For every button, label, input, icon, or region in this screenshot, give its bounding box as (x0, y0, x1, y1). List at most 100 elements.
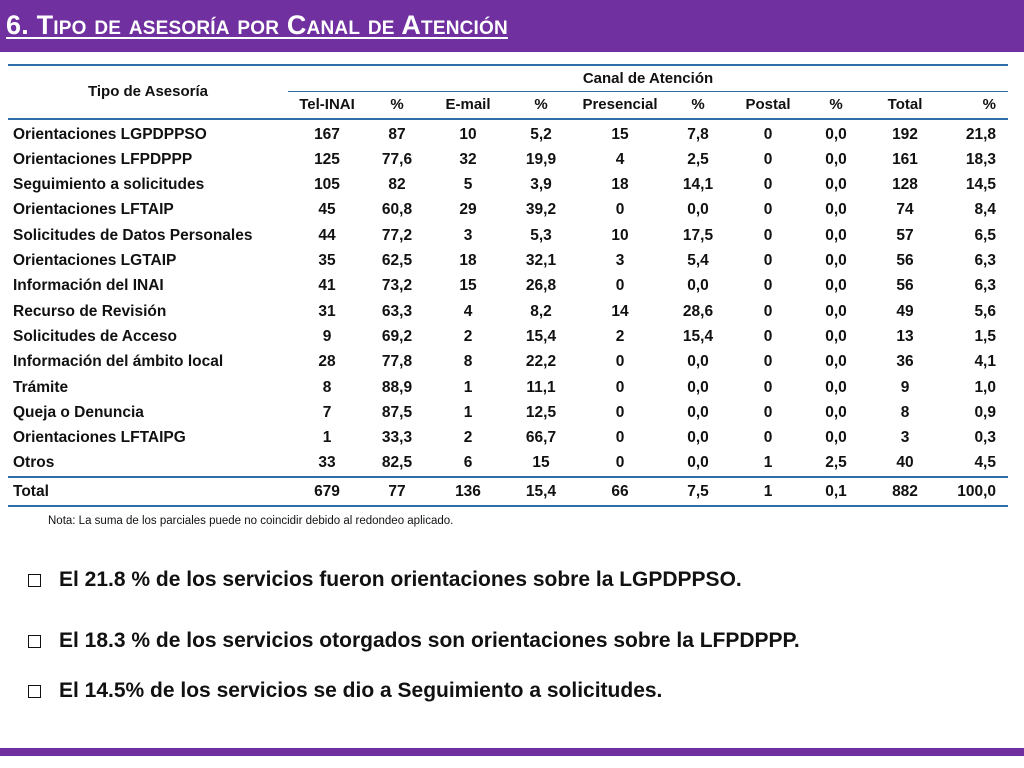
checkbox-bullet-icon (28, 684, 41, 698)
table-cell: 8 (900, 403, 910, 421)
table-cell: 26,8 (525, 277, 557, 295)
table-cell: 87 (388, 125, 406, 143)
bullet-text: El 18.3 % de los servicios otorgados son… (59, 629, 800, 652)
table-cell: 66,7 (525, 429, 557, 447)
table-cell: 77,6 (381, 150, 413, 168)
row-label: Trámite (13, 378, 69, 396)
table-cell: 69,2 (381, 327, 413, 345)
table-row: Orientaciones LFTAIP 45 60,8 29 39,2 0 0,0 0 0,0… (8, 197, 1008, 222)
table-cell: 5,4 (687, 252, 709, 270)
table-cell: 1 (763, 454, 773, 472)
bullet-text: El 14.5% de los servicios se dio a Segui… (59, 679, 663, 702)
column-header: % (366, 91, 428, 120)
column-header: % (508, 91, 574, 120)
table-cell: 1 (322, 429, 332, 447)
table-cell: 0 (763, 378, 773, 396)
column-header: E-mail (428, 91, 508, 120)
group-header-label: Canal de Atención (288, 64, 1008, 93)
column-header: % (806, 91, 866, 120)
table-cell: 15,4 (525, 327, 557, 345)
column-header: Tel-INAI (288, 91, 366, 120)
table-row: Orientaciones LGPDPPSO 167 87 10 5,2 15 7,8 0 0,… (8, 119, 1008, 147)
table-cell: 0,9 (974, 403, 996, 421)
table-cell: 0,0 (687, 353, 709, 371)
table-cell: 0 (615, 277, 625, 295)
bullet-item: El 18.3 % de los servicios otorgados son… (22, 629, 800, 653)
checkbox-bullet-icon (28, 634, 41, 648)
total-cell: 0,1 (806, 475, 866, 507)
total-cell: 882 (866, 475, 944, 507)
table-cell: 31 (318, 302, 336, 320)
table-cell: 74 (896, 201, 914, 219)
table-cell: 29 (459, 201, 477, 219)
table-cell: 44 (318, 226, 336, 244)
table-cell: 0 (763, 125, 773, 143)
table-cell: 0 (615, 403, 625, 421)
table-cell: 1 (463, 403, 473, 421)
row-label: Orientaciones LFPDPPP (13, 150, 193, 168)
row-label: Orientaciones LGTAIP (13, 252, 177, 270)
table-cell: 87,5 (381, 403, 413, 421)
table-cell: 7,8 (687, 125, 709, 143)
row-label: Información del ámbito local (13, 353, 224, 371)
table-cell: 2 (615, 327, 625, 345)
table-row: Queja o Denuncia 7 87,5 1 12,5 0 0,0 0 0,0 8 0,9 (8, 400, 1008, 425)
title-bar: 6. Tipo de asesoría por Canal de Atenció… (0, 0, 1024, 52)
table-cell: 8 (463, 353, 473, 371)
header-row-group: Tipo de Asesoría Canal de Atención (8, 64, 1008, 120)
table-cell: 0,0 (687, 454, 709, 472)
total-cell: 15,4 (508, 475, 574, 507)
table-cell: 22,2 (525, 353, 557, 371)
table-cell: 0 (763, 429, 773, 447)
table-cell: 0,0 (825, 277, 847, 295)
table-cell: 4 (615, 150, 625, 168)
row-label: Queja o Denuncia (13, 403, 144, 421)
table-cell: 4,1 (974, 353, 996, 371)
row-label: Orientaciones LGPDPPSO (13, 125, 207, 143)
table-cell: 0 (763, 176, 773, 194)
total-cell: 1 (730, 475, 806, 507)
table-cell: 10 (611, 226, 629, 244)
table-cell: 9 (322, 327, 332, 345)
table-cell: 161 (892, 150, 918, 168)
table-cell: 5,6 (974, 302, 996, 320)
bullet-text: El 21.8 % de los servicios fueron orient… (59, 568, 742, 591)
slide-title: 6. Tipo de asesoría por Canal de Atenció… (6, 10, 508, 40)
table-cell: 15 (532, 454, 550, 472)
table-cell: 45 (318, 201, 336, 219)
table-cell: 32,1 (525, 252, 557, 270)
table-cell: 2 (463, 327, 473, 345)
table-cell: 62,5 (381, 252, 413, 270)
table-cell: 39,2 (525, 201, 557, 219)
table-cell: 3 (900, 429, 910, 447)
table-cell: 0 (615, 454, 625, 472)
table-cell: 0,0 (825, 327, 847, 345)
table-cell: 8 (322, 378, 332, 396)
table-cell: 14 (611, 302, 629, 320)
table-cell: 33,3 (381, 429, 413, 447)
total-cell: 7,5 (666, 475, 730, 507)
table-cell: 15,4 (682, 327, 714, 345)
table-cell: 2 (463, 429, 473, 447)
table-cell: 0,0 (825, 302, 847, 320)
table-cell: 77,2 (381, 226, 413, 244)
table-cell: 0 (615, 429, 625, 447)
table-cell: 0,0 (825, 252, 847, 270)
table-cell: 0,0 (687, 403, 709, 421)
table-cell: 0,0 (825, 353, 847, 371)
total-cell: 66 (574, 475, 666, 507)
row-header-label: Tipo de Asesoría (8, 64, 288, 120)
total-row: Total 679 77 136 15,4 66 7,5 1 0,1 882 100,0 (8, 475, 1008, 507)
table-cell: 125 (314, 150, 340, 168)
table-cell: 35 (318, 252, 336, 270)
table-cell: 19,9 (525, 150, 557, 168)
table-row: Orientaciones LGTAIP 35 62,5 18 32,1 3 5,4 0 0,0… (8, 248, 1008, 273)
table-cell: 6,5 (974, 226, 996, 244)
total-cell: 679 (288, 475, 366, 507)
table-cell: 0 (615, 378, 625, 396)
table-cell: 10 (459, 125, 477, 143)
table-row: Orientaciones LFPDPPP 125 77,6 32 19,9 4 2,5 0 0… (8, 147, 1008, 172)
table-cell: 56 (896, 252, 914, 270)
advisory-by-channel-table: Tipo de Asesoría Canal de Atención Tel-I… (8, 64, 1008, 507)
table-cell: 0,0 (825, 429, 847, 447)
